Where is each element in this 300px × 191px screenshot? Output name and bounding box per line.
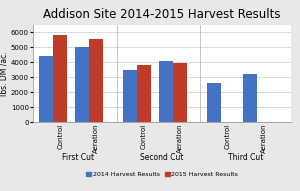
Bar bbox=[243, 74, 257, 122]
Bar bbox=[159, 61, 173, 122]
Bar bbox=[137, 65, 151, 122]
Y-axis label: lbs. DM /ac.: lbs. DM /ac. bbox=[0, 51, 8, 96]
Bar bbox=[173, 63, 187, 122]
Bar bbox=[123, 70, 137, 122]
Bar bbox=[39, 56, 53, 122]
Bar bbox=[207, 83, 221, 122]
Bar bbox=[75, 47, 89, 122]
Bar bbox=[53, 35, 67, 122]
Text: Second Cut: Second Cut bbox=[140, 153, 184, 162]
Text: Third Cut: Third Cut bbox=[228, 153, 263, 162]
Legend: 2014 Harvest Results, 2015 Harvest Results: 2014 Harvest Results, 2015 Harvest Resul… bbox=[83, 169, 241, 180]
Bar bbox=[89, 39, 103, 122]
Text: First Cut: First Cut bbox=[62, 153, 94, 162]
Title: Addison Site 2014-2015 Harvest Results: Addison Site 2014-2015 Harvest Results bbox=[43, 8, 281, 21]
